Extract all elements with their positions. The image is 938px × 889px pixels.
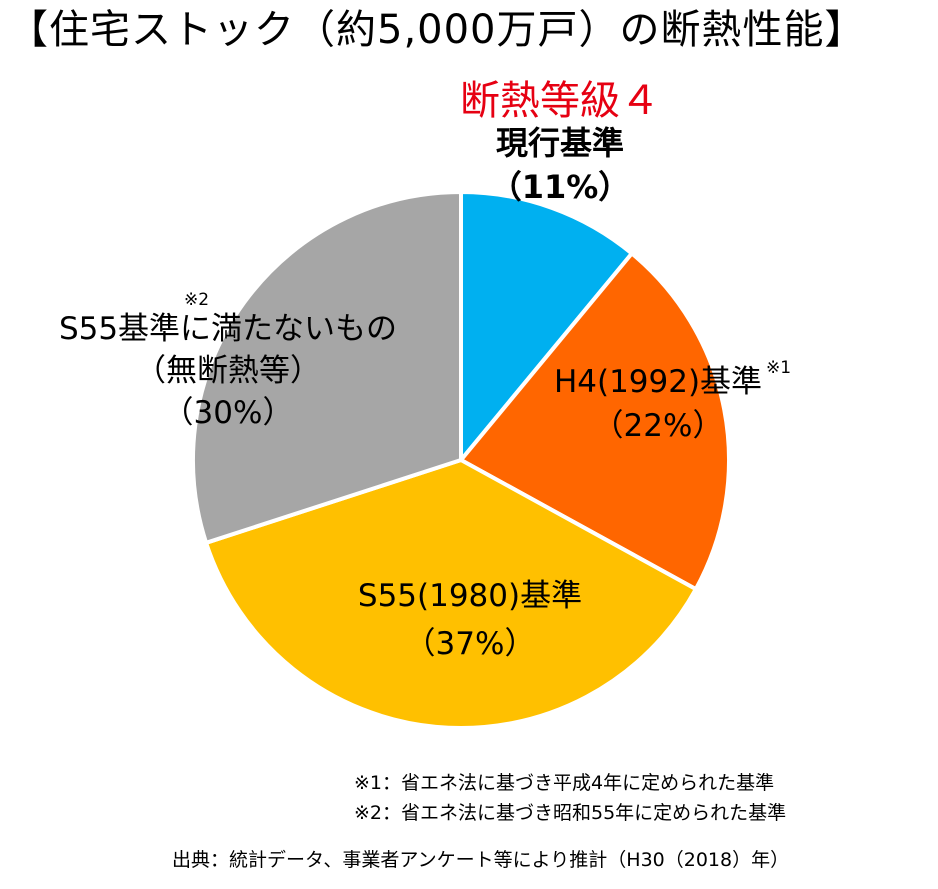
footnote-1: ※1：省エネ法に基づき平成4年に定められた基準 (354, 772, 775, 794)
pie-slice-s55 (204, 458, 698, 730)
footnote-2: ※2：省エネ法に基づき昭和55年に定められた基準 (354, 802, 787, 824)
slice-label-current: 現行基準 （11%） (420, 124, 700, 206)
pie-slice-below_s55 (191, 190, 463, 545)
slice-label-h4-name: H4(1992)基準 (553, 364, 763, 400)
slice-value-s55: （37%） (404, 626, 536, 662)
slice-sublabel-below-s55: （無断熱等） (135, 353, 321, 389)
slice-value-current: （11%） (489, 168, 631, 206)
pie-slice-h4 (459, 251, 731, 592)
source-note: 出典：統計データ、事業者アンケート等により推計（H30（2018）年） (172, 849, 790, 871)
slice-value-h4: （22%） (592, 408, 724, 444)
note-marker-2: ※2 (184, 290, 210, 310)
slice-label-h4: H4(1992)基準 （22%） (528, 360, 788, 448)
note-marker-1: ※1 (766, 358, 792, 378)
footnotes: ※1：省エネ法に基づき平成4年に定められた基準 ※2：省エネ法に基づき昭和55年… (354, 768, 786, 828)
slice-label-current-name: 現行基準 (495, 124, 624, 162)
chart-title: 【住宅ストック（約5,000万戸）の断熱性能】 (8, 7, 866, 53)
slice-label-s55-name: S55(1980)基準 (357, 578, 583, 614)
slice-label-below-s55: S55基準に満たないもの （無断熱等） （30%） (28, 308, 428, 434)
pie-slice-current (459, 190, 634, 462)
slice-label-current-grade: 断熱等級４ (460, 78, 660, 124)
slice-label-below-s55-name: S55基準に満たないもの (58, 311, 398, 347)
slice-label-s55: S55(1980)基準 （37%） (300, 572, 640, 668)
slice-value-below-s55: （30%） (162, 395, 294, 431)
